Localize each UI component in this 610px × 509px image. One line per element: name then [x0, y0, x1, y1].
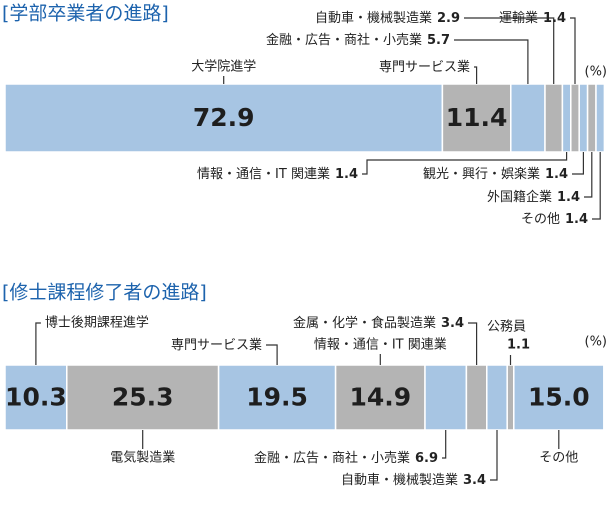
value-label: 1.4 [543, 11, 566, 26]
category-name: 情報・通信・IT 関連業 [197, 166, 330, 182]
bar-segment [506, 364, 515, 431]
category-name: 専門サービス業 [379, 59, 470, 75]
category-label: 金融・広告・商社・小売業 5.7 [266, 32, 450, 48]
value-label: 1.4 [565, 212, 588, 227]
category-label: 運輸業 1.4 [499, 10, 566, 26]
value-label: 25.3 [112, 383, 174, 412]
value-label: 11.4 [446, 103, 508, 132]
category-name: 専門サービス業 [171, 337, 262, 353]
category-label: その他 [539, 451, 578, 466]
value-label: 15.0 [528, 383, 590, 412]
value-label: 1.4 [335, 167, 358, 182]
category-name: 観光・興行・娯楽業 [423, 166, 540, 182]
leader-line [464, 17, 555, 84]
value-label: 72.9 [193, 103, 255, 132]
category-name: 外国籍企業 [487, 189, 552, 205]
value-label: 14.9 [349, 383, 411, 412]
bar-segment [4, 364, 68, 431]
leader-line [474, 66, 478, 84]
bar-segment [334, 364, 426, 431]
bar-segment [561, 83, 572, 153]
category-name: 運輸業 [499, 10, 538, 26]
leader-line [454, 39, 529, 84]
leader-line [592, 152, 601, 220]
leader-line [362, 152, 568, 175]
value-label: 19.5 [246, 383, 308, 412]
chart-title: [修士課程修了者の進路] [2, 282, 207, 304]
category-label: 自動車・機械製造業 3.4 [341, 472, 486, 488]
value-label: 2.9 [437, 11, 460, 26]
value-label: 10.3 [5, 383, 67, 412]
bar-segment [544, 83, 564, 153]
unit-label: (%) [585, 335, 608, 350]
category-label: 自動車・機械製造業 2.9 [315, 10, 460, 26]
leader-line [442, 430, 447, 459]
value-label: 1.4 [545, 167, 568, 182]
category-label: 大学院進学 [191, 59, 256, 75]
leader-line [490, 430, 498, 481]
bar-segment [4, 83, 444, 153]
category-name: その他 [521, 212, 560, 227]
category-label: 専門サービス業 [171, 337, 262, 353]
bar-segment [595, 83, 606, 153]
category-label: 金融・広告・商社・小売業 6.9 [254, 450, 438, 466]
bar-segment [510, 83, 546, 153]
value-label: 1.4 [557, 190, 580, 205]
category-label: 公務員 [487, 320, 526, 335]
bar-segment [586, 83, 597, 153]
category-name: 金融・広告・商社・小売業 [266, 32, 422, 48]
leader-line [468, 322, 478, 365]
value-label: 5.7 [427, 33, 450, 48]
leader-line [584, 152, 593, 198]
category-label: 博士後期課程進学 [45, 315, 149, 331]
leader-line [572, 152, 585, 175]
category-name: 金融・広告・商社・小売業 [254, 450, 410, 466]
value-label: 3.4 [463, 473, 486, 488]
category-label: 情報・通信・IT 関連業 1.4 [197, 166, 358, 182]
category-label: 電気製造業 [110, 450, 175, 466]
value-label: 1.1 [507, 338, 530, 353]
value-label: 6.9 [415, 451, 438, 466]
category-label: 専門サービス業 [379, 59, 470, 75]
leader-line [266, 344, 278, 365]
category-name: 金属・化学・食品製造業 [293, 315, 436, 331]
category-label: 情報・通信・IT 関連業 [314, 337, 447, 353]
value-label: 3.4 [441, 316, 464, 331]
bar-segment [441, 83, 512, 153]
category-label: 外国籍企業 1.4 [487, 189, 580, 205]
bar-segment [486, 364, 508, 431]
bar-segment [217, 364, 337, 431]
bar-segment [465, 364, 488, 431]
category-label: その他 1.4 [521, 212, 588, 227]
bar-segment [570, 83, 580, 153]
category-label: 観光・興行・娯楽業 1.4 [423, 166, 568, 182]
leader-line [35, 322, 41, 365]
category-name: 自動車・機械製造業 [315, 10, 432, 26]
bar-segment [513, 364, 605, 431]
leader-line [570, 17, 576, 84]
category-name: 自動車・機械製造業 [341, 472, 458, 488]
category-label: 金属・化学・食品製造業 3.4 [293, 315, 464, 331]
bar-segment [424, 364, 468, 431]
chart-title: [学部卒業者の進路] [2, 3, 169, 25]
unit-label: (%) [585, 65, 608, 80]
bar-segment [578, 83, 589, 153]
